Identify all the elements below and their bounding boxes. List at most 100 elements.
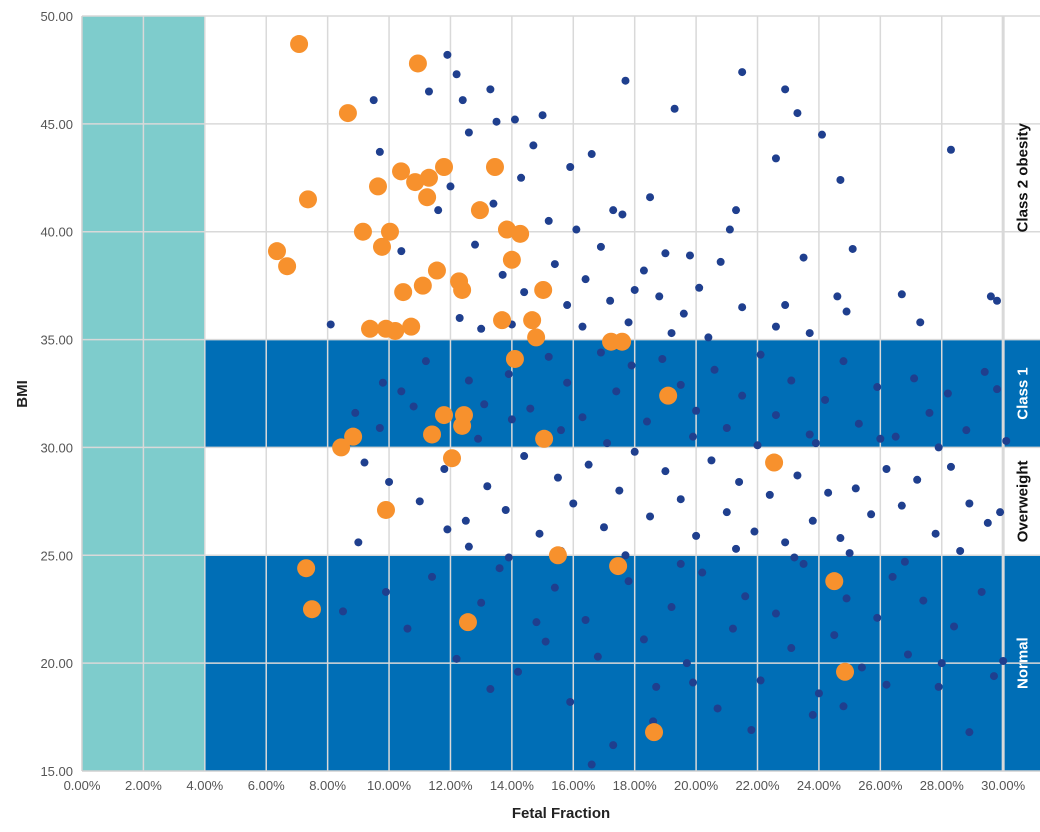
highlighted-data-point	[406, 173, 425, 192]
dark-data-point	[464, 542, 473, 551]
dark-data-point	[618, 210, 627, 219]
dark-data-point	[354, 538, 363, 547]
dark-data-point	[385, 477, 394, 486]
dark-data-point	[489, 199, 498, 208]
dark-data-point	[682, 659, 691, 668]
highlighted-data-point	[511, 224, 530, 243]
x-tick-label: 2.00%	[125, 778, 162, 793]
dark-data-point	[916, 318, 925, 327]
dark-data-point	[805, 430, 814, 439]
dark-data-point	[477, 324, 486, 333]
dark-data-point	[646, 512, 655, 521]
dark-data-point	[891, 432, 900, 441]
dark-data-point	[550, 583, 559, 592]
dark-data-point	[873, 613, 882, 622]
dark-data-point	[397, 387, 406, 396]
dark-data-point	[993, 296, 1002, 305]
highlighted-data-point	[836, 662, 855, 681]
x-tick-label: 0.00%	[64, 778, 101, 793]
highlighted-data-point	[394, 283, 413, 302]
dark-data-point	[544, 216, 553, 225]
dark-data-point	[934, 443, 943, 452]
highlighted-data-point	[427, 261, 446, 280]
dark-data-point	[563, 378, 572, 387]
dark-data-point	[790, 553, 799, 562]
dark-data-point	[375, 147, 384, 156]
dark-data-point	[464, 376, 473, 385]
dark-data-point	[566, 163, 575, 171]
dark-data-point	[799, 253, 808, 262]
dark-data-point	[596, 348, 605, 357]
dark-data-point	[689, 432, 698, 441]
dark-data-point	[685, 251, 694, 260]
dark-data-point	[495, 564, 504, 573]
dark-data-point	[925, 408, 934, 417]
dark-data-point	[492, 117, 501, 126]
dark-data-point	[692, 406, 701, 415]
highlighted-data-point	[613, 332, 632, 351]
highlighted-data-point	[290, 35, 309, 54]
dark-data-point	[541, 637, 550, 646]
dark-data-point	[756, 350, 765, 359]
dark-data-point	[584, 460, 593, 469]
dark-data-point	[526, 404, 535, 413]
dark-data-point	[642, 417, 651, 426]
bmi-band-label: Overweight	[1015, 461, 1032, 543]
highlighted-data-point	[435, 158, 454, 176]
dark-data-point	[609, 741, 618, 750]
dark-data-point	[793, 109, 802, 118]
x-tick-label: 30.00%	[981, 778, 1026, 793]
dark-data-point	[845, 549, 854, 558]
dark-data-point	[375, 424, 384, 433]
dark-data-point	[652, 682, 661, 691]
highlighted-data-point	[298, 190, 317, 209]
dark-data-point	[962, 426, 971, 435]
dark-data-point	[351, 408, 360, 417]
dark-data-point	[676, 380, 685, 389]
dark-data-point	[787, 644, 796, 653]
dark-data-point	[529, 141, 538, 150]
highlighted-data-point	[470, 201, 489, 220]
dark-data-point	[787, 376, 796, 385]
dark-data-point	[599, 523, 608, 532]
dark-data-point	[504, 553, 513, 562]
dark-data-point	[919, 596, 928, 605]
dark-data-point	[704, 333, 713, 342]
dark-data-point	[378, 378, 387, 387]
dark-data-point	[931, 529, 940, 538]
highlighted-data-point	[302, 600, 321, 619]
highlighted-data-point	[368, 177, 387, 196]
dark-data-point	[452, 70, 461, 79]
dark-data-point	[882, 680, 891, 689]
dark-data-point	[805, 329, 814, 338]
highlighted-data-point	[609, 557, 628, 576]
dark-data-point	[624, 318, 633, 327]
dark-data-point	[956, 546, 965, 555]
bmi-band-label: Normal	[1015, 637, 1032, 689]
dark-data-point	[839, 357, 848, 366]
dark-data-point	[965, 499, 974, 508]
dark-data-point	[986, 292, 995, 301]
dark-data-point	[621, 551, 630, 560]
dark-data-point	[630, 285, 639, 294]
highlighted-data-point	[527, 328, 546, 347]
highlighted-data-point	[344, 427, 363, 446]
dark-data-point	[867, 510, 876, 519]
dark-data-point	[593, 652, 602, 661]
dark-data-point	[667, 329, 676, 338]
dark-data-point	[369, 96, 378, 105]
highlighted-data-point	[376, 500, 395, 519]
dark-data-point	[446, 182, 455, 191]
dark-data-point	[630, 447, 639, 456]
dark-data-point	[689, 678, 698, 687]
highlighted-data-point	[505, 349, 524, 368]
dark-data-point	[471, 240, 480, 249]
dark-data-point	[578, 413, 587, 422]
x-tick-label: 4.00%	[186, 778, 223, 793]
highlighted-data-point	[267, 242, 286, 261]
highlighted-data-point	[353, 222, 372, 241]
dark-data-point	[793, 471, 802, 480]
dark-data-point	[553, 473, 562, 482]
dark-data-point	[326, 320, 335, 329]
dark-data-point	[572, 225, 581, 234]
